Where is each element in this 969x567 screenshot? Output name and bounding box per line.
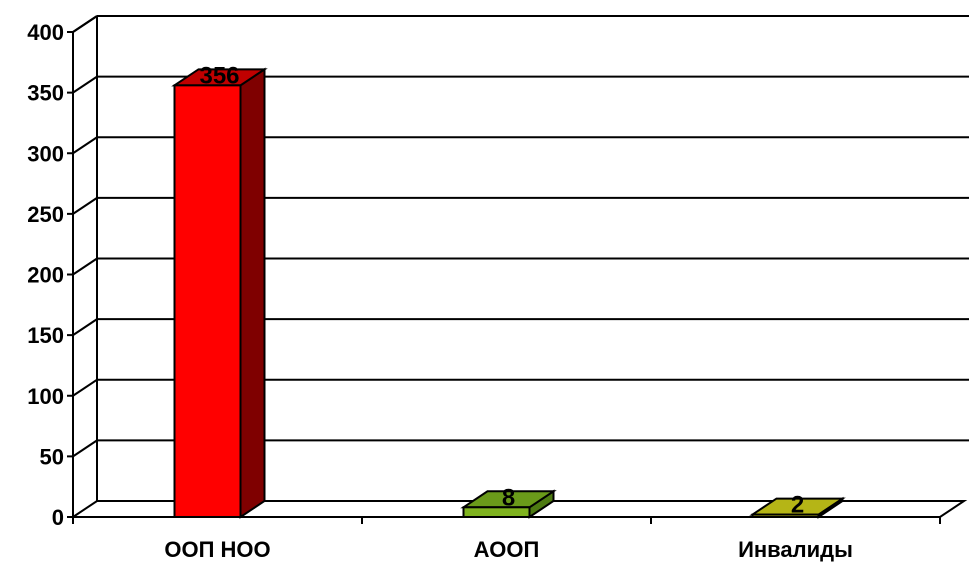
gridline-side [72,136,98,155]
bar-side [239,67,266,519]
labels: 0 50 100 150 200 250 300 350 400 356 ООП НОО 8 АООП 2… [27,20,853,562]
x-category-label: АООП [474,537,540,562]
y-tick-label: 100 [27,384,64,409]
y-tick-label: 0 [52,505,64,530]
gridline-side [72,75,98,94]
y-tick-label: 350 [27,81,64,106]
data-label: 2 [791,492,804,519]
gridline-side [72,318,98,336]
x-category-label: ООП НОО [164,537,270,562]
bar-front [173,84,242,518]
gridline-side [72,439,98,458]
y-tick-label: 250 [27,202,64,227]
y-tick-label: 50 [40,444,64,469]
bar [749,496,846,519]
y-tick-label: 150 [27,323,64,348]
data-label: 8 [502,484,515,511]
gridline-side [72,378,98,397]
gridline-side [72,197,98,215]
bar-front [462,506,531,518]
data-label: 356 [199,62,239,89]
bars [171,67,846,519]
y-tick-label: 200 [27,263,64,288]
y-tick-label: 400 [27,20,64,45]
bar [171,67,268,519]
x-category-label: Инвалиды [738,537,853,562]
gridline-side [72,15,98,33]
gridline-side [72,257,98,276]
y-tick-label: 300 [27,141,64,166]
bar-front [751,513,820,519]
bar [460,489,557,519]
